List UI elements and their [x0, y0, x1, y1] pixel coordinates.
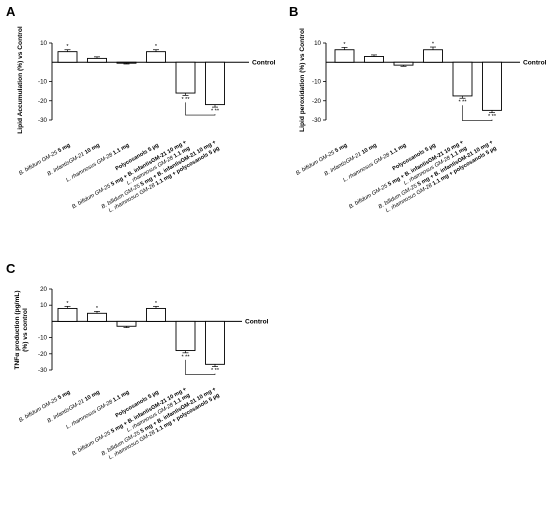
chart-panel-c: C 20 10 -10 -20 -30 TNFα production (pg/mL)(%)… [6, 261, 269, 461]
category-label: B. bifidum GM-25 5 mg [295, 142, 349, 177]
comparison-bracket [185, 102, 216, 116]
bar [175, 61, 196, 94]
y-tick-label: -10 [38, 79, 48, 86]
category-label: B. infantisGM-21 10 mg [324, 142, 379, 177]
significance-label: * ** [181, 354, 190, 360]
significance-label: * [66, 301, 69, 307]
significance-label: * [432, 42, 435, 48]
bar [393, 61, 414, 66]
category-label: B. infantisGM-21 10 mg [47, 142, 102, 177]
significance-label: * ** [488, 114, 497, 120]
significance-label: * ** [181, 97, 190, 103]
y-tick-label: -30 [312, 117, 322, 124]
y-tick-label: 10 [40, 40, 47, 47]
control-label: Control [245, 319, 269, 326]
bar [87, 57, 107, 63]
y-tick-label: -20 [312, 98, 322, 105]
panel-letter: C [6, 261, 16, 276]
chart-panel-b: B 10 -10 -20 -30 Lipid peroxidation (%) vs Co… [289, 4, 547, 214]
panel-letter: B [289, 4, 298, 19]
bar [175, 320, 196, 352]
comparison-bracket [185, 359, 216, 375]
y-axis-label: Lipid peroxidation (%) vs Control [299, 28, 306, 132]
significance-label: * [155, 44, 158, 50]
chart-panel-a: A 10 -10 -20 -30 Lipid Accumulation (%) vs Co… [6, 4, 276, 214]
category-label: B. bifidum GM-25 5 mg [18, 389, 72, 424]
significance-label: * ** [211, 368, 220, 374]
bar [116, 320, 137, 327]
control-label: Control [523, 60, 547, 67]
y-tick-label: 20 [40, 286, 47, 293]
y-tick-label: -10 [312, 79, 322, 86]
bar [205, 61, 225, 106]
significance-label: * [155, 301, 158, 307]
y-tick-label: -20 [38, 98, 48, 105]
bar [57, 307, 78, 322]
bar [205, 320, 225, 365]
control-label: Control [252, 60, 276, 67]
significance-label: * ** [458, 100, 467, 106]
significance-label: * [343, 42, 346, 48]
significance-label: * [66, 44, 69, 50]
significance-label: * ** [211, 109, 220, 115]
y-tick-label: -10 [38, 335, 48, 342]
significance-label: * [96, 306, 99, 312]
bar [364, 56, 384, 63]
y-tick-label: 10 [40, 302, 47, 309]
category-label: B. bifidum GM-25 5 mg [18, 142, 72, 177]
bar [146, 307, 166, 322]
y-axis-label: TNFα production (pg/mL)(%) vs control [14, 290, 29, 369]
category-label: B. infantisGM-21 10 mg [47, 389, 102, 424]
bar [57, 51, 78, 63]
y-tick-label: -30 [38, 117, 48, 124]
y-tick-label: 10 [314, 40, 321, 47]
bar [452, 61, 473, 97]
y-axis-label: Lipid Accumulation (%) vs Control [17, 26, 24, 134]
comparison-bracket [462, 105, 493, 121]
y-tick-label: -20 [38, 351, 48, 358]
bar [146, 51, 166, 63]
y-tick-label: -30 [38, 367, 48, 374]
bar [482, 61, 502, 111]
bar [334, 49, 355, 63]
bar [87, 312, 107, 322]
bar [423, 49, 443, 63]
panel-letter: A [6, 4, 16, 19]
bar [116, 61, 137, 64]
